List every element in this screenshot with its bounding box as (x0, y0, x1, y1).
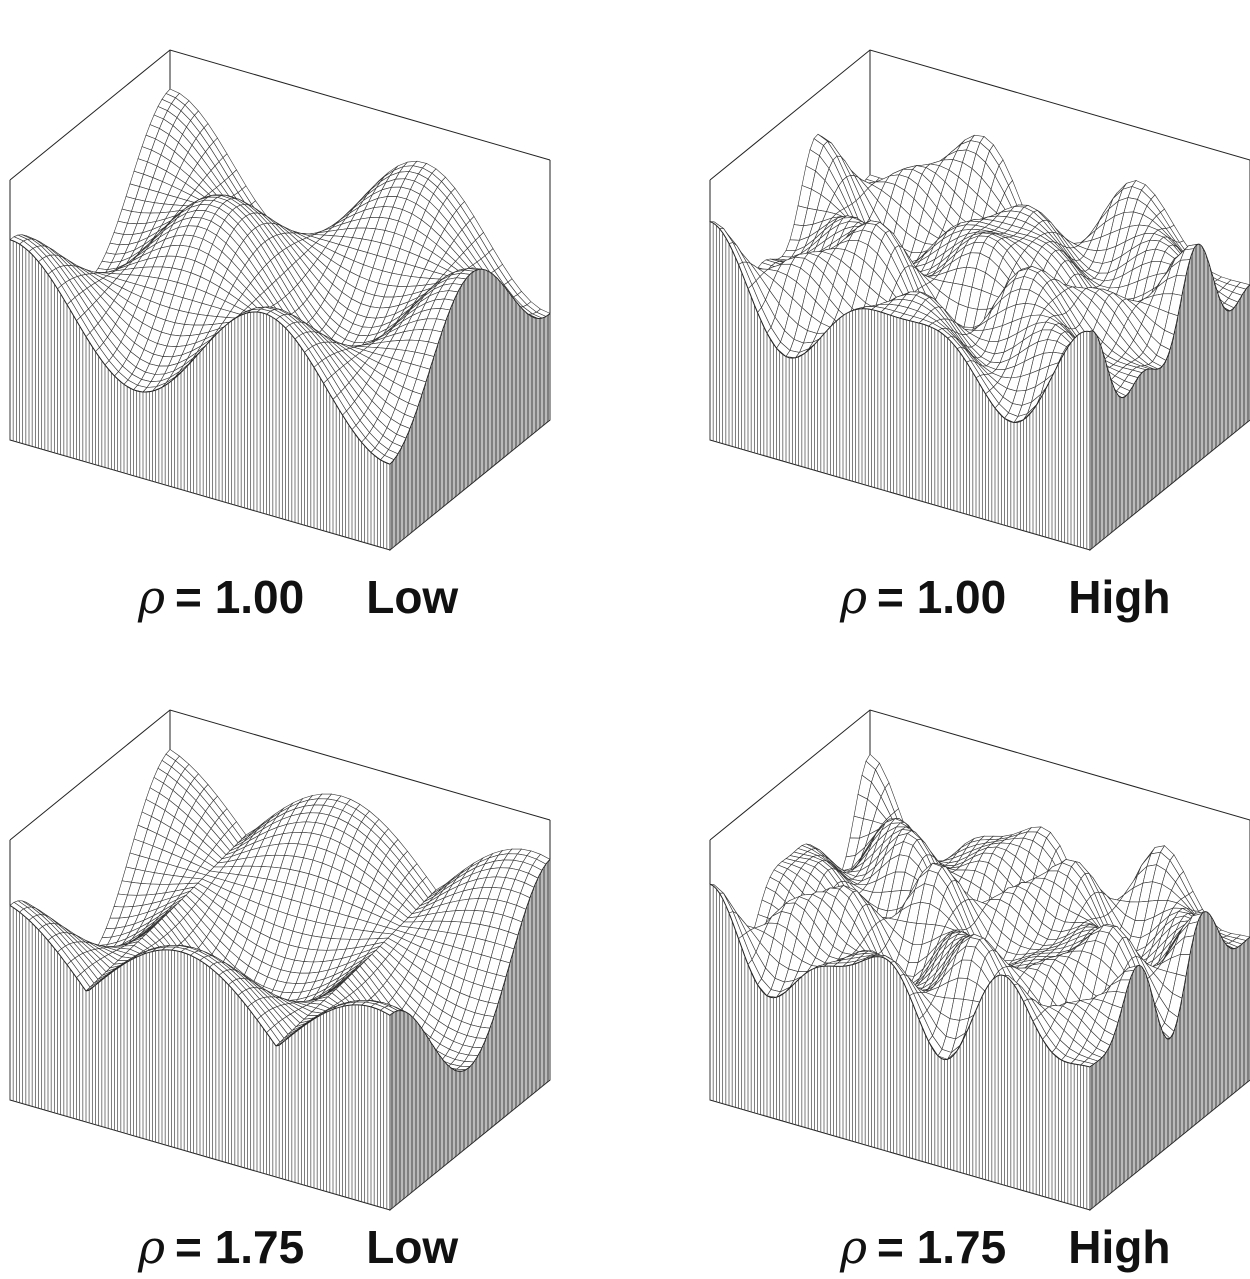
figure: ρ= 1.00Low ρ= 1.00High ρ= 1.75Low ρ= 1.7… (0, 0, 1250, 1279)
box-edge (10, 50, 550, 180)
surface-plot (0, 660, 580, 1220)
surface-plot (700, 0, 1250, 560)
surface-plot (0, 0, 580, 560)
